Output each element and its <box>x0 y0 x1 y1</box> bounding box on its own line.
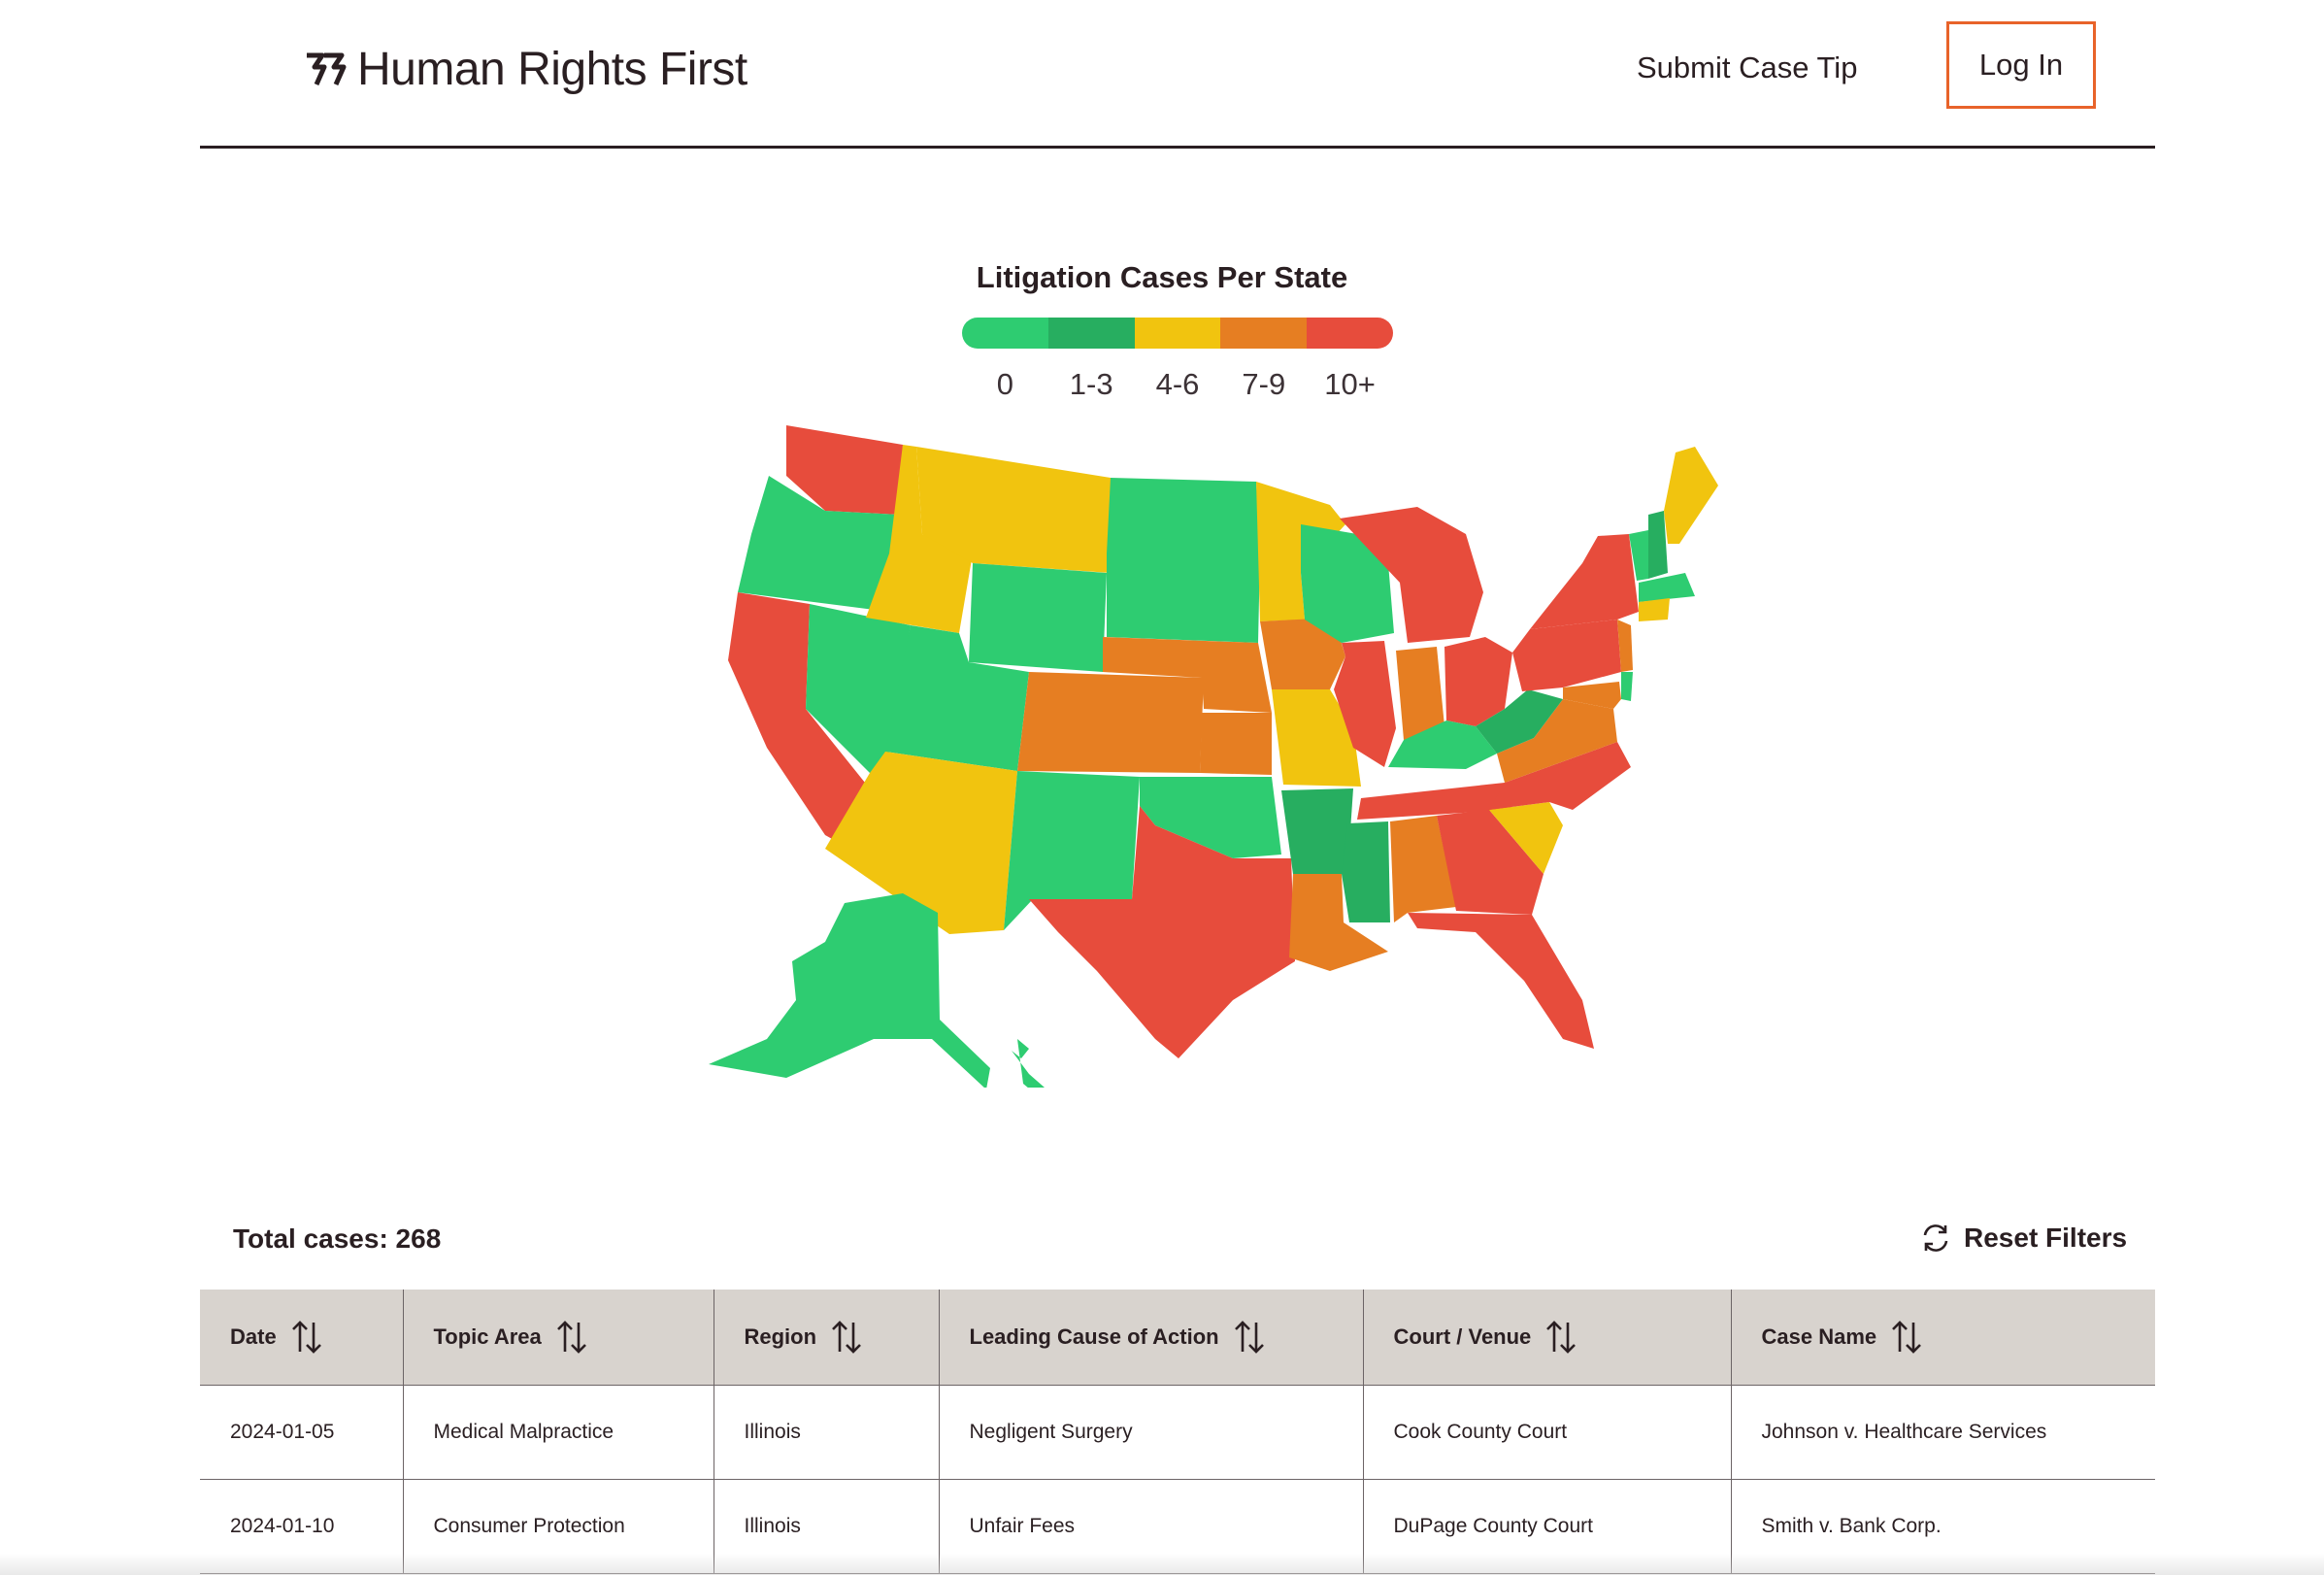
state-south-dakota[interactable] <box>1107 553 1260 643</box>
state-new-mexico[interactable] <box>1004 771 1140 930</box>
state-connecticut[interactable] <box>1639 598 1670 621</box>
state-maine[interactable] <box>1664 447 1718 544</box>
us-map-svg[interactable] <box>709 418 1747 1093</box>
state-north-carolina[interactable] <box>1489 742 1631 810</box>
column-label: Court / Venue <box>1393 1324 1532 1349</box>
brand-name: Human Rights First <box>357 44 747 95</box>
legend-label: 1-3 <box>1069 367 1113 401</box>
column-header-case-name[interactable]: Case Name <box>1731 1290 2155 1386</box>
legend-label: 4-6 <box>1155 367 1200 401</box>
state-louisiana[interactable] <box>1289 874 1388 971</box>
map-legend-labels: 0 1-3 4-6 7-9 10+ <box>962 367 1393 402</box>
sort-icon[interactable] <box>1544 1319 1577 1356</box>
total-cases-count: Total cases: 268 <box>233 1223 442 1254</box>
column-header-topic-area[interactable]: Topic Area <box>403 1290 714 1386</box>
state-new-jersey[interactable] <box>1617 620 1633 672</box>
logo-icon <box>307 52 347 85</box>
sort-icon[interactable] <box>1890 1319 1923 1356</box>
brand-logo[interactable]: Human Rights First <box>303 43 747 96</box>
sort-icon[interactable] <box>290 1319 323 1356</box>
state-indiana[interactable] <box>1396 647 1444 740</box>
cell-leading-cause: Negligent Surgery <box>939 1385 1364 1480</box>
state-alabama[interactable] <box>1390 816 1456 922</box>
state-kansas[interactable] <box>1200 713 1272 775</box>
cases-table: Date Topic Area Region Leading Cause of … <box>200 1290 2155 1574</box>
sort-icon[interactable] <box>555 1319 588 1356</box>
table-row[interactable]: 2024-01-05 Medical Malpractice Illinois … <box>200 1385 2155 1480</box>
cell-case-name: Johnson v. Healthcare Services <box>1731 1385 2155 1480</box>
state-texas[interactable] <box>1029 806 1295 1058</box>
state-wisconsin[interactable] <box>1301 524 1394 643</box>
state-vermont[interactable] <box>1629 530 1648 581</box>
legend-swatch-4-6 <box>1134 318 1221 349</box>
sort-icon[interactable] <box>830 1319 863 1356</box>
state-washington[interactable] <box>786 425 903 515</box>
state-alaska[interactable] <box>709 893 990 1089</box>
state-pennsylvania[interactable] <box>1512 620 1621 691</box>
state-illinois[interactable] <box>1334 641 1396 767</box>
state-delaware[interactable] <box>1621 672 1633 701</box>
state-west-virginia[interactable] <box>1476 689 1563 754</box>
legend-label: 10+ <box>1324 367 1376 401</box>
column-label: Case Name <box>1761 1324 1877 1349</box>
site-header: Human Rights First Submit Case Tip Log I… <box>200 0 2155 149</box>
state-nebraska[interactable] <box>1103 637 1272 713</box>
state-michigan[interactable] <box>1340 507 1483 643</box>
state-hawaii[interactable] <box>1012 1039 1045 1093</box>
cell-region: Illinois <box>714 1385 940 1480</box>
table-header-row: Date Topic Area Region Leading Cause of … <box>200 1290 2155 1386</box>
legend-label: 7-9 <box>1242 367 1286 401</box>
state-oklahoma[interactable] <box>1140 777 1281 858</box>
state-arkansas[interactable] <box>1281 788 1353 874</box>
state-mississippi[interactable] <box>1342 821 1390 922</box>
column-label: Date <box>230 1324 277 1349</box>
us-states-map[interactable] <box>709 418 1747 1093</box>
state-kentucky[interactable] <box>1388 720 1497 769</box>
refresh-icon <box>1923 1224 1948 1252</box>
state-florida[interactable] <box>1408 913 1594 1049</box>
column-label: Topic Area <box>433 1324 542 1349</box>
state-oregon[interactable] <box>738 476 899 612</box>
state-iowa[interactable] <box>1260 618 1345 689</box>
legend-swatch-10-plus <box>1307 318 1393 349</box>
cell-court-venue: Cook County Court <box>1363 1385 1732 1480</box>
state-ohio[interactable] <box>1444 637 1512 726</box>
state-arizona[interactable] <box>825 752 1017 934</box>
state-nevada[interactable] <box>806 604 911 777</box>
cell-topic-area: Medical Malpractice <box>403 1385 714 1480</box>
reset-filters-button[interactable]: Reset Filters <box>1919 1222 2127 1255</box>
submit-case-tip-link[interactable]: Submit Case Tip <box>1637 50 1858 84</box>
state-north-dakota[interactable] <box>1107 478 1260 553</box>
legend-swatch-1-3 <box>1047 318 1135 349</box>
column-header-date[interactable]: Date <box>200 1290 404 1386</box>
state-missouri[interactable] <box>1272 689 1361 787</box>
scroll-shadow <box>0 1554 2324 1575</box>
state-virginia[interactable] <box>1497 699 1617 783</box>
state-idaho[interactable] <box>866 445 973 633</box>
state-maryland[interactable] <box>1563 682 1621 709</box>
login-button[interactable]: Log In <box>1946 21 2096 109</box>
state-new-york[interactable] <box>1530 534 1639 629</box>
state-wyoming[interactable] <box>969 563 1107 672</box>
reset-filters-label: Reset Filters <box>1964 1223 2128 1253</box>
state-south-carolina[interactable] <box>1489 802 1563 874</box>
column-header-leading-cause[interactable]: Leading Cause of Action <box>939 1290 1364 1386</box>
state-georgia[interactable] <box>1437 810 1544 915</box>
legend-label: 0 <box>996 367 1014 401</box>
column-label: Leading Cause of Action <box>969 1324 1219 1349</box>
state-colorado[interactable] <box>1017 672 1204 773</box>
state-massachusetts[interactable] <box>1639 573 1695 602</box>
sort-icon[interactable] <box>1233 1319 1266 1356</box>
legend-swatch-7-9 <box>1220 318 1308 349</box>
state-utah[interactable] <box>885 625 1029 771</box>
state-new-hampshire[interactable] <box>1648 511 1668 579</box>
legend-swatch-0 <box>962 318 1048 349</box>
column-header-region[interactable]: Region <box>714 1290 940 1386</box>
map-legend-bar <box>962 318 1393 349</box>
cell-date: 2024-01-05 <box>200 1385 404 1480</box>
map-title: Litigation Cases Per State <box>976 260 1348 294</box>
column-header-court-venue[interactable]: Court / Venue <box>1363 1290 1732 1386</box>
state-montana[interactable] <box>916 447 1111 573</box>
column-label: Region <box>744 1324 817 1349</box>
